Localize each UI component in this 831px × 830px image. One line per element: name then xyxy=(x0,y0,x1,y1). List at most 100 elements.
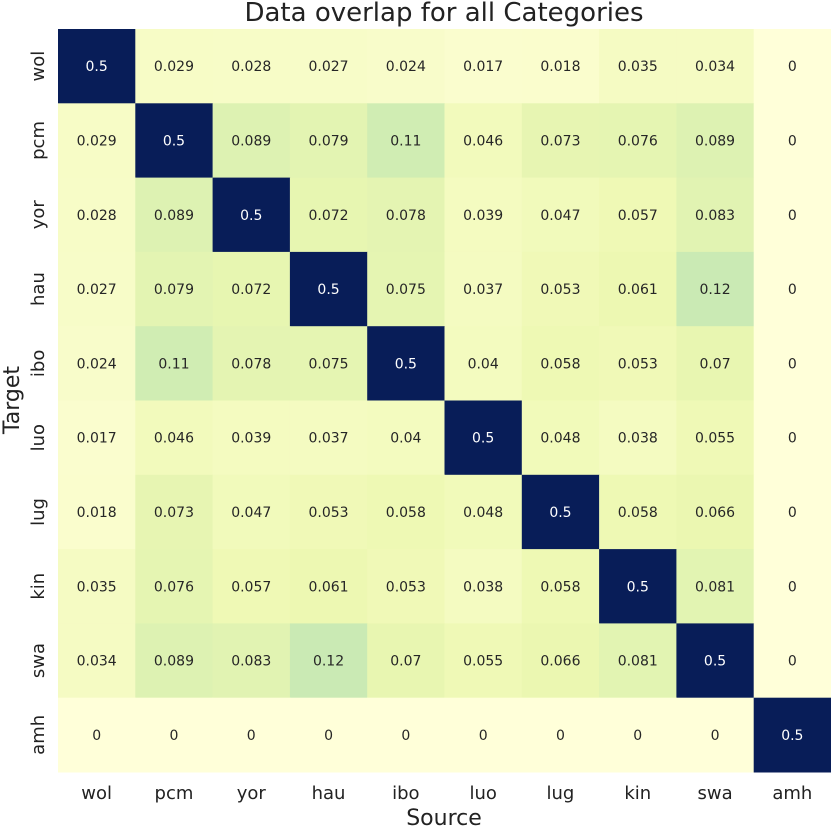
heatmap-cell xyxy=(367,251,445,327)
heatmap-cell xyxy=(289,697,368,773)
cell-value-label: 0 xyxy=(788,356,797,372)
heatmap-cell xyxy=(444,103,523,179)
heatmap-cell xyxy=(289,29,368,104)
heatmap-cell xyxy=(676,326,755,401)
cell-value-label: 0.038 xyxy=(618,431,658,447)
heatmap-cell xyxy=(753,400,831,476)
heatmap-cell xyxy=(367,549,445,624)
heatmap-cell xyxy=(367,177,445,253)
cell-value-label: 0 xyxy=(92,728,101,744)
cell-value-label: 0.066 xyxy=(540,654,580,670)
cell-value-label: 0.089 xyxy=(231,133,271,149)
heatmap-cell xyxy=(599,623,677,699)
heatmap-cell xyxy=(753,697,831,773)
heatmap-cell xyxy=(367,623,445,699)
heatmap-cell xyxy=(753,474,831,550)
cell-value-label: 0.061 xyxy=(618,282,658,298)
heatmap-cell xyxy=(676,103,755,179)
heatmap-cell xyxy=(212,326,291,401)
x-tick-label: luo xyxy=(469,783,496,804)
heatmap-cell xyxy=(676,549,755,624)
x-tick-label: pcm xyxy=(155,783,194,804)
heatmap-cell xyxy=(599,549,677,624)
y-tick-label: luo xyxy=(28,424,49,451)
y-tick-label: amh xyxy=(28,715,49,755)
cell-value-label: 0.028 xyxy=(231,59,271,75)
heatmap-cell xyxy=(58,326,136,401)
cell-value-label: 0 xyxy=(788,133,797,149)
cell-value-label: 0.5 xyxy=(240,208,262,224)
cell-value-label: 0.079 xyxy=(154,282,194,298)
x-tick-label: amh xyxy=(772,783,812,804)
heatmap-cell xyxy=(676,623,755,699)
heatmap-cell xyxy=(599,103,677,179)
cell-value-label: 0.057 xyxy=(618,208,658,224)
cell-value-label: 0.07 xyxy=(699,356,730,372)
heatmap-cell xyxy=(444,29,523,104)
heatmap-cell xyxy=(58,549,136,624)
heatmap-cell xyxy=(444,326,523,401)
cell-value-label: 0 xyxy=(401,728,410,744)
cell-value-label: 0.035 xyxy=(618,59,658,75)
cell-value-label: 0.029 xyxy=(154,59,194,75)
cell-value-label: 0.11 xyxy=(158,356,189,372)
heatmap-cell xyxy=(753,29,831,104)
y-tick-label: swa xyxy=(28,643,49,678)
heatmap-cell xyxy=(367,474,445,550)
cell-value-label: 0.083 xyxy=(231,654,271,670)
chart-title: Data overlap for all Categories xyxy=(244,0,643,28)
heatmap-cell xyxy=(521,549,600,624)
y-tick-labels: wol pcm yor hau ibo luo lug kin swa amh xyxy=(28,51,49,755)
cell-value-label: 0 xyxy=(788,282,797,298)
heatmap-cell xyxy=(367,103,445,179)
cell-value-label: 0.5 xyxy=(549,505,571,521)
cell-value-label: 0.029 xyxy=(77,133,117,149)
cell-value-label: 0.046 xyxy=(154,431,194,447)
x-tick-label: wol xyxy=(81,783,112,804)
cell-value-label: 0.047 xyxy=(540,208,580,224)
x-tick-label: lug xyxy=(547,783,575,804)
cell-value-label: 0.024 xyxy=(77,356,117,372)
cell-value-label: 0.055 xyxy=(695,431,735,447)
cell-value-label: 0.12 xyxy=(699,282,730,298)
heatmap-cell xyxy=(753,251,831,327)
cell-value-label: 0.035 xyxy=(77,579,117,595)
cell-value-label: 0.017 xyxy=(463,59,503,75)
cell-value-label: 0.5 xyxy=(704,654,726,670)
heatmap-cell xyxy=(444,623,523,699)
cell-value-label: 0.057 xyxy=(231,579,271,595)
cell-value-label: 0.038 xyxy=(463,579,503,595)
heatmap-cell xyxy=(212,251,291,327)
cell-value-label: 0.039 xyxy=(463,208,503,224)
cell-value-label: 0.027 xyxy=(309,59,349,75)
heatmap-cell xyxy=(521,103,600,179)
cell-value-label: 0 xyxy=(633,728,642,744)
cell-value-label: 0.053 xyxy=(386,579,426,595)
heatmap-cell xyxy=(367,29,445,104)
heatmap-cell xyxy=(521,623,600,699)
heatmap-cell xyxy=(58,623,136,699)
cell-value-label: 0.089 xyxy=(695,133,735,149)
cell-value-label: 0.5 xyxy=(317,282,339,298)
heatmap-cell xyxy=(135,29,214,104)
cell-value-label: 0.046 xyxy=(463,133,503,149)
heatmap-cell xyxy=(599,326,677,401)
heatmap-cell xyxy=(444,400,523,476)
heatmap-cell xyxy=(367,400,445,476)
cell-value-label: 0.073 xyxy=(154,505,194,521)
cell-value-label: 0.079 xyxy=(309,133,349,149)
heatmap-cell xyxy=(599,474,677,550)
cell-value-label: 0 xyxy=(788,59,797,75)
heatmap-cell xyxy=(289,251,368,327)
heatmap-cell xyxy=(212,400,291,476)
heatmap-cell xyxy=(599,400,677,476)
cell-value-label: 0.058 xyxy=(540,579,580,595)
y-tick-label: kin xyxy=(28,573,49,600)
cell-value-label: 0.072 xyxy=(231,282,271,298)
x-tick-label: swa xyxy=(697,783,732,804)
cell-value-label: 0.078 xyxy=(231,356,271,372)
cell-value-label: 0.037 xyxy=(463,282,503,298)
cell-value-label: 0.039 xyxy=(231,431,271,447)
cell-value-label: 0.075 xyxy=(386,282,426,298)
